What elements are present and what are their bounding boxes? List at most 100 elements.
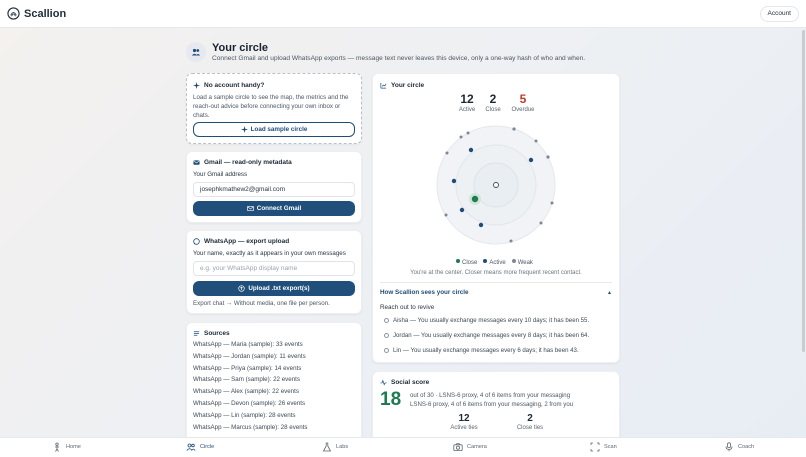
- active-contact-dot: [468, 147, 474, 153]
- page-subtitle: Connect Gmail and upload WhatsApp export…: [212, 55, 586, 62]
- you-center: [493, 182, 499, 188]
- social-score-title: Social score: [380, 379, 429, 386]
- weak-contact-dot: [459, 135, 463, 139]
- gmail-card-title: Gmail — read-only metadata: [193, 159, 292, 166]
- source-item: WhatsApp — Sam (sample): 22 events: [193, 376, 300, 384]
- upload-icon: [238, 285, 246, 292]
- connect-gmail-button[interactable]: Connect Gmail: [193, 201, 355, 216]
- nav-scan[interactable]: Scan: [590, 442, 617, 452]
- radio-circle-icon: [384, 333, 389, 338]
- active-ties-label: Active ties: [450, 425, 478, 431]
- source-item: WhatsApp — Priya (sample): 14 events: [193, 364, 302, 372]
- home-icon: [55, 442, 59, 452]
- stat-close: 2 Close: [475, 92, 511, 113]
- list-icon: [193, 331, 200, 336]
- close-contact-dot: [471, 195, 479, 203]
- sample-card-body: Load a sample circle to see the map, the…: [193, 94, 349, 119]
- reach-out-heading: Reach out to revive: [380, 304, 435, 311]
- people-icon: [186, 443, 196, 451]
- weak-contact-dot: [444, 213, 448, 217]
- nav-camera[interactable]: Camera: [453, 442, 487, 452]
- legend-close: Close: [456, 259, 477, 266]
- chevron-up-icon[interactable]: ▴: [608, 290, 612, 296]
- stat-close-value: 2: [489, 92, 497, 106]
- active-ties-stat: 12 Active ties: [446, 413, 482, 431]
- scan-icon: [590, 442, 600, 452]
- revive-item[interactable]: Aisha — You usually exchange messages ev…: [384, 317, 589, 324]
- camera-icon: [453, 443, 463, 452]
- people-icon: [186, 42, 206, 62]
- whatsapp-card-title: WhatsApp — export upload: [193, 238, 289, 245]
- gmail-address-input[interactable]: josephkmathew2@gmail.com: [193, 182, 355, 197]
- radio-circle-icon: [384, 348, 389, 353]
- nav-home[interactable]: Home: [52, 442, 81, 452]
- sample-card-title: No account handy?: [193, 82, 264, 89]
- brand[interactable]: Scallion: [7, 7, 66, 20]
- mail-icon: [246, 205, 254, 212]
- close-ties-label: Close ties: [516, 425, 544, 431]
- active-contact-dot: [478, 222, 484, 228]
- source-item: WhatsApp — Alex (sample): 22 events: [193, 388, 299, 396]
- whatsapp-name-label: Your name, exactly as it appears in your…: [193, 250, 346, 257]
- top-bar: Scallion Account: [0, 0, 806, 28]
- source-item: WhatsApp — Lin (sample): 28 events: [193, 411, 296, 419]
- close-ties-stat: 2 Close ties: [512, 413, 548, 431]
- source-item: WhatsApp — Devon (sample): 26 events: [193, 399, 306, 407]
- gmail-address-label: Your Gmail address: [193, 171, 248, 178]
- legend-active: Active: [483, 259, 506, 266]
- stat-overdue-label: Overdue: [511, 107, 535, 113]
- center-note: You're at the center. Closer means more …: [410, 270, 582, 276]
- how-scallion-sees-toggle[interactable]: How Scallion sees your circle: [380, 289, 469, 296]
- sparkle-icon: [193, 82, 200, 89]
- source-item: WhatsApp — Jordan (sample): 11 events: [193, 352, 306, 360]
- active-ties-value: 12: [458, 413, 470, 424]
- radio-circle-icon: [384, 318, 389, 323]
- circle-card-title: Your circle: [380, 82, 424, 89]
- stat-close-label: Close: [485, 107, 501, 113]
- revive-item[interactable]: Jordan — You usually exchange messages e…: [384, 332, 589, 339]
- sources-list: WhatsApp — Maria (sample): 33 events Wha…: [193, 341, 308, 435]
- sources-card: [186, 322, 362, 442]
- source-item: WhatsApp — Maria (sample): 33 events: [193, 341, 303, 348]
- revive-item[interactable]: Lin — You usually exchange messages ever…: [384, 347, 579, 354]
- scrollbar[interactable]: [802, 30, 805, 352]
- stat-overdue-value: 5: [519, 92, 527, 106]
- score-line-2: LSNS-6 proxy, 4 of 6 items from your mes…: [410, 400, 574, 408]
- stat-active: 12 Active: [449, 92, 485, 113]
- nav-circle[interactable]: Circle: [186, 442, 214, 452]
- weak-contact-dot: [534, 139, 538, 143]
- bottom-nav: Home Circle Labs Camera Scan Coach: [0, 437, 806, 457]
- weak-contact-dot: [509, 239, 513, 243]
- divider: [380, 282, 612, 283]
- circle-legend: Close Active Weak: [456, 259, 533, 266]
- app-name: Scallion: [24, 7, 67, 20]
- coach-icon: [725, 442, 733, 452]
- nav-coach[interactable]: Coach: [724, 442, 754, 452]
- load-sample-button[interactable]: Load sample circle: [193, 122, 355, 137]
- active-contact-dot: [451, 178, 457, 184]
- sparkle-icon: [240, 126, 248, 133]
- legend-weak: Weak: [511, 259, 533, 266]
- weak-contact-dot: [512, 127, 516, 131]
- export-hint: Export chat → Without media, one file pe…: [193, 300, 330, 307]
- stat-active-label: Active: [458, 107, 476, 113]
- chat-icon: [193, 238, 200, 245]
- weak-contact-dot: [466, 131, 470, 135]
- weak-contact-dot: [445, 151, 449, 155]
- mail-icon: [193, 160, 200, 165]
- whatsapp-name-input[interactable]: e.g. your WhatsApp display name: [193, 261, 355, 276]
- flask-icon: [322, 442, 332, 452]
- scallion-logo-icon: [7, 7, 20, 20]
- upload-export-button[interactable]: Upload .txt export(s): [193, 281, 355, 296]
- sources-card-title: Sources: [193, 330, 230, 337]
- source-item: WhatsApp — Marcus (sample): 28 events: [193, 423, 308, 431]
- page-title: Your circle: [212, 42, 269, 54]
- social-score-value: 18: [380, 389, 402, 410]
- account-button[interactable]: Account: [759, 6, 799, 22]
- close-ties-value: 2: [527, 413, 533, 424]
- circle-map[interactable]: [430, 120, 564, 250]
- weak-contact-dot: [546, 155, 550, 159]
- weak-contact-dot: [539, 221, 543, 225]
- social-score-description: out of 30 · LSNS-6 proxy, 4 of 6 items f…: [410, 392, 573, 409]
- nav-labs[interactable]: Labs: [322, 442, 348, 452]
